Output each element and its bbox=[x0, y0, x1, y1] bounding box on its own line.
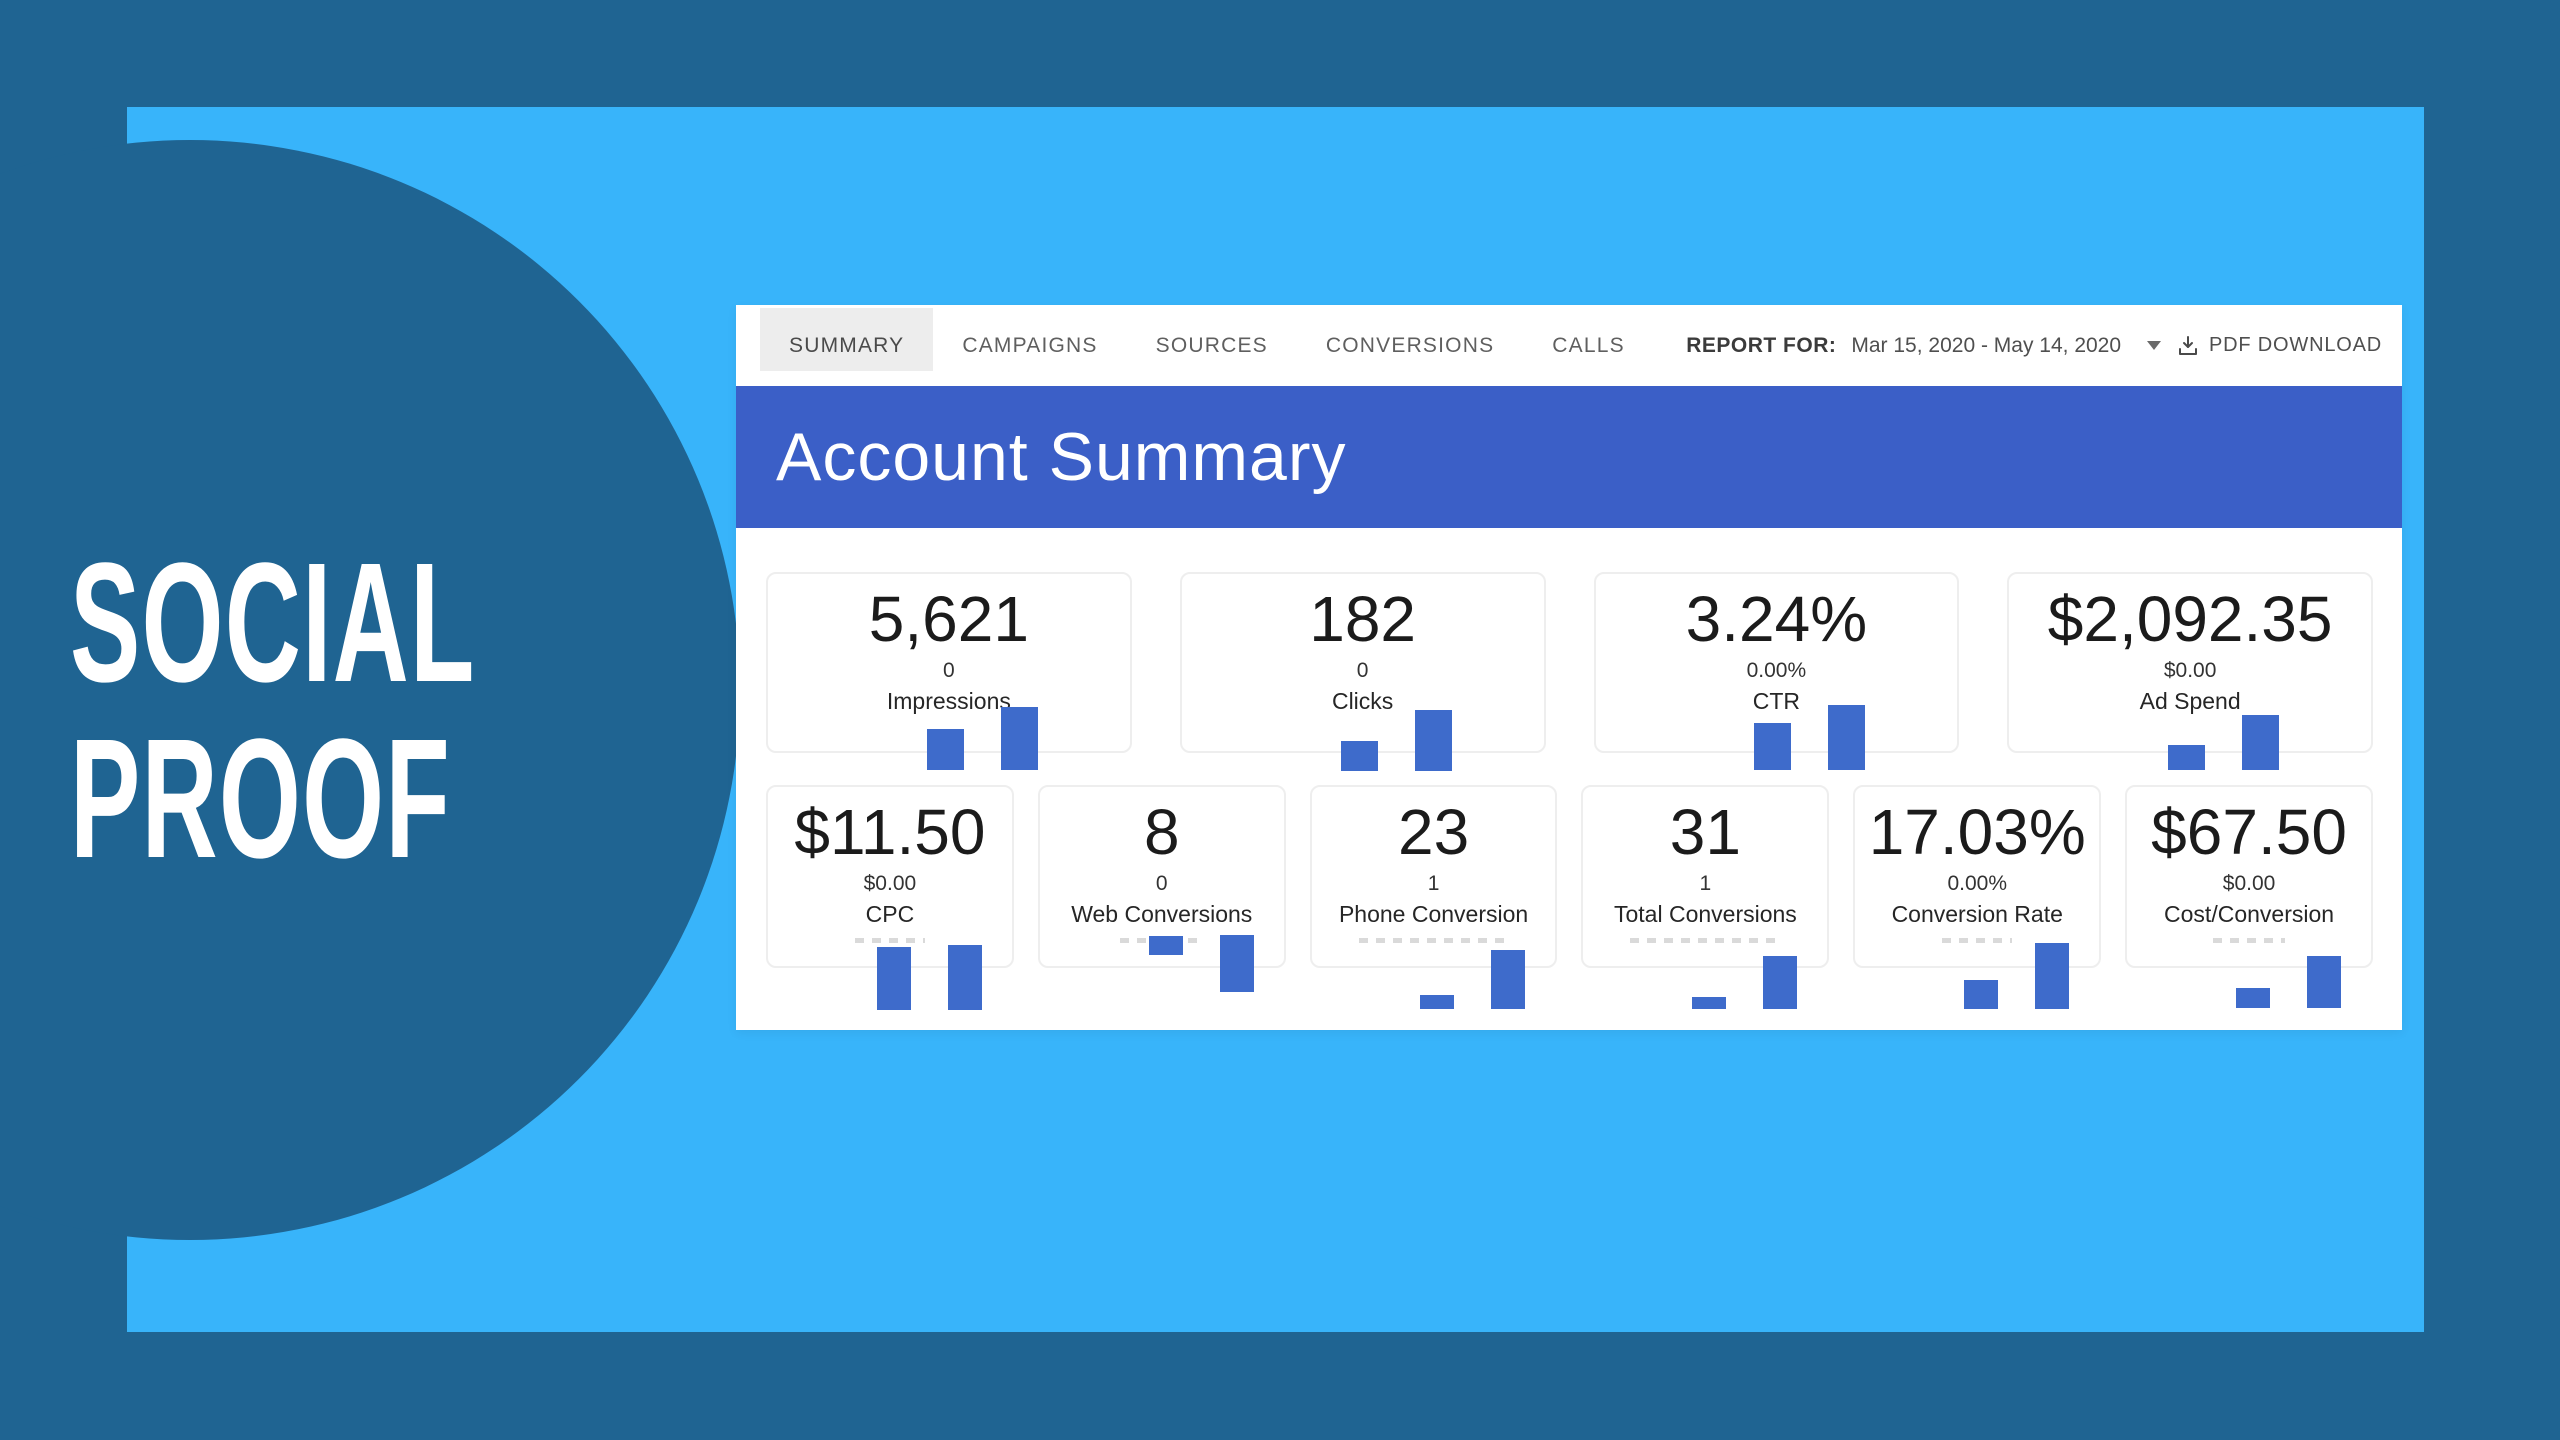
metric-label: Web Conversions bbox=[1071, 901, 1253, 927]
sparkline-bar bbox=[1828, 705, 1866, 770]
sparkline-bar bbox=[2235, 988, 2270, 1008]
sparkline bbox=[1148, 935, 1254, 992]
date-range-selector[interactable]: Mar 15, 2020 - May 14, 2020 bbox=[1851, 333, 2162, 358]
sparkline-bar bbox=[1491, 950, 1526, 1009]
metric-sub-value: 0 bbox=[1155, 872, 1168, 895]
tab-calls[interactable]: CALLS bbox=[1552, 333, 1625, 357]
metric-label: Clicks bbox=[1331, 688, 1394, 714]
sparkline-bar bbox=[926, 729, 964, 770]
clipped-change-text bbox=[1358, 938, 1509, 943]
pdf-download-button[interactable]: PDF DOWNLOAD bbox=[2176, 334, 2382, 358]
metric-card-ctr: 3.24% 0.00% CTR bbox=[1593, 572, 1960, 770]
sparkline bbox=[876, 945, 982, 1010]
sparkline-bar bbox=[2306, 956, 2341, 1008]
clipped-change-text bbox=[1630, 938, 1781, 943]
metric-sub-value: 0 bbox=[1356, 659, 1369, 682]
metric-label: Cost/Conversion bbox=[2164, 901, 2335, 927]
nav-bar: SUMMARY CAMPAIGNS SOURCES CONVERSIONS CA… bbox=[736, 305, 2402, 386]
metric-card-ad-spend: $2,092.35 $0.00 Ad Spend bbox=[2007, 572, 2373, 770]
metric-card-total-conversions: 31 1 Total Conversions bbox=[1581, 785, 1830, 1009]
sparkline-bar bbox=[876, 947, 911, 1010]
metric-label: CPC bbox=[865, 901, 915, 927]
clipped-change-text bbox=[2213, 938, 2286, 943]
sparkline-bar bbox=[2168, 745, 2205, 770]
sparkline-bar bbox=[1692, 997, 1727, 1009]
metric-sub-value: $0.00 bbox=[2222, 872, 2276, 895]
metric-card-web-conversions: 8 0 Web Conversions bbox=[1037, 785, 1286, 992]
metric-label: Ad Spend bbox=[2139, 688, 2241, 714]
sparkline-bar bbox=[1763, 956, 1798, 1009]
sparkline bbox=[2168, 715, 2279, 770]
metric-card-phone-conversion: 23 1 Phone Conversion bbox=[1309, 785, 1558, 1009]
pdf-download-label: PDF DOWNLOAD bbox=[2209, 334, 2382, 356]
metric-label: CTR bbox=[1752, 688, 1801, 714]
metric-card-impressions: 5,621 0 Impressions bbox=[766, 572, 1132, 770]
metric-value: $11.50 bbox=[794, 796, 986, 868]
metric-value: 8 bbox=[1143, 796, 1180, 868]
sparkline bbox=[1754, 705, 1866, 770]
sparkline-bar bbox=[947, 945, 982, 1010]
metric-value: $2,092.35 bbox=[2047, 583, 2333, 655]
page-title: Account Summary bbox=[776, 419, 1347, 495]
metric-card-cpc: $11.50 $0.00 CPC bbox=[766, 785, 1014, 1010]
metric-value: 23 bbox=[1397, 796, 1470, 868]
tab-campaigns[interactable]: CAMPAIGNS bbox=[962, 333, 1098, 357]
metric-sub-value: 1 bbox=[1427, 872, 1440, 895]
metrics-row-top: 5,621 0 Impressions 182 0 Clicks 3.24% 0… bbox=[766, 572, 2373, 771]
sparkline-bar bbox=[2242, 715, 2279, 770]
download-icon bbox=[2179, 335, 2198, 355]
report-dashboard: SUMMARY CAMPAIGNS SOURCES CONVERSIONS CA… bbox=[736, 305, 2402, 1030]
sparkline-bar bbox=[1754, 723, 1792, 770]
nav-right-controls: REPORT FOR: Mar 15, 2020 - May 14, 2020 … bbox=[1686, 305, 2382, 386]
metric-value: 17.03% bbox=[1868, 796, 2086, 868]
sparkline bbox=[1340, 710, 1452, 771]
sparkline-bar bbox=[1420, 995, 1455, 1009]
metric-label: Phone Conversion bbox=[1338, 901, 1529, 927]
clipped-change-text bbox=[1942, 938, 2013, 943]
tab-conversions[interactable]: CONVERSIONS bbox=[1325, 333, 1495, 357]
sparkline-bar bbox=[2035, 943, 2070, 1009]
metric-value: 182 bbox=[1309, 583, 1417, 655]
date-range-value: Mar 15, 2020 - May 14, 2020 bbox=[1851, 333, 2122, 357]
metric-card-cost-per-conversion: $67.50 $0.00 Cost/Conversion bbox=[2125, 785, 2373, 1008]
metric-value: $67.50 bbox=[2151, 796, 2347, 868]
metrics-row-bottom: $11.50 $0.00 CPC 8 0 Web Conversions 23 … bbox=[766, 785, 2373, 1010]
sparkline-bar bbox=[1964, 980, 1999, 1009]
metric-card-conversion-rate: 17.03% 0.00% Conversion Rate bbox=[1853, 785, 2102, 1009]
sparkline-bar bbox=[1148, 936, 1183, 955]
metric-sub-value: 0.00% bbox=[1746, 659, 1807, 682]
metric-sub-value: 0 bbox=[943, 659, 955, 682]
sparkline bbox=[926, 707, 1038, 770]
dashboard-header: Account Summary bbox=[736, 386, 2402, 528]
sparkline-bar bbox=[1340, 741, 1378, 771]
caret-down-icon[interactable] bbox=[2147, 341, 2162, 350]
sparkline bbox=[1964, 943, 2070, 1009]
metric-label: Total Conversions bbox=[1613, 901, 1797, 927]
headline-line-1: SOCIAL bbox=[70, 528, 476, 718]
sparkline bbox=[1692, 956, 1798, 1009]
slide-headline: SOCIAL PROOF bbox=[70, 528, 476, 894]
metric-sub-value: $0.00 bbox=[2163, 659, 2217, 682]
sparkline bbox=[1420, 950, 1526, 1009]
sparkline bbox=[2235, 956, 2341, 1008]
metric-value: 31 bbox=[1669, 796, 1741, 868]
metric-label: Conversion Rate bbox=[1891, 901, 2063, 927]
clipped-change-text bbox=[854, 938, 925, 943]
metric-card-clicks: 182 0 Clicks bbox=[1179, 572, 1546, 771]
metric-sub-value: 0.00% bbox=[1947, 872, 2007, 895]
sparkline-bar bbox=[1000, 707, 1038, 770]
metric-value: 3.24% bbox=[1685, 583, 1868, 655]
sparkline-bar bbox=[1219, 935, 1254, 992]
metric-value: 5,621 bbox=[868, 583, 1029, 655]
headline-line-2: PROOF bbox=[70, 704, 451, 894]
tab-summary[interactable]: SUMMARY bbox=[760, 305, 934, 386]
tab-sources[interactable]: SOURCES bbox=[1155, 333, 1268, 357]
metric-sub-value: $0.00 bbox=[863, 872, 917, 895]
metric-sub-value: 1 bbox=[1699, 872, 1712, 895]
sparkline-bar bbox=[1414, 710, 1452, 771]
report-for-label: REPORT FOR: bbox=[1686, 333, 1837, 357]
metric-label: Impressions bbox=[886, 688, 1011, 714]
